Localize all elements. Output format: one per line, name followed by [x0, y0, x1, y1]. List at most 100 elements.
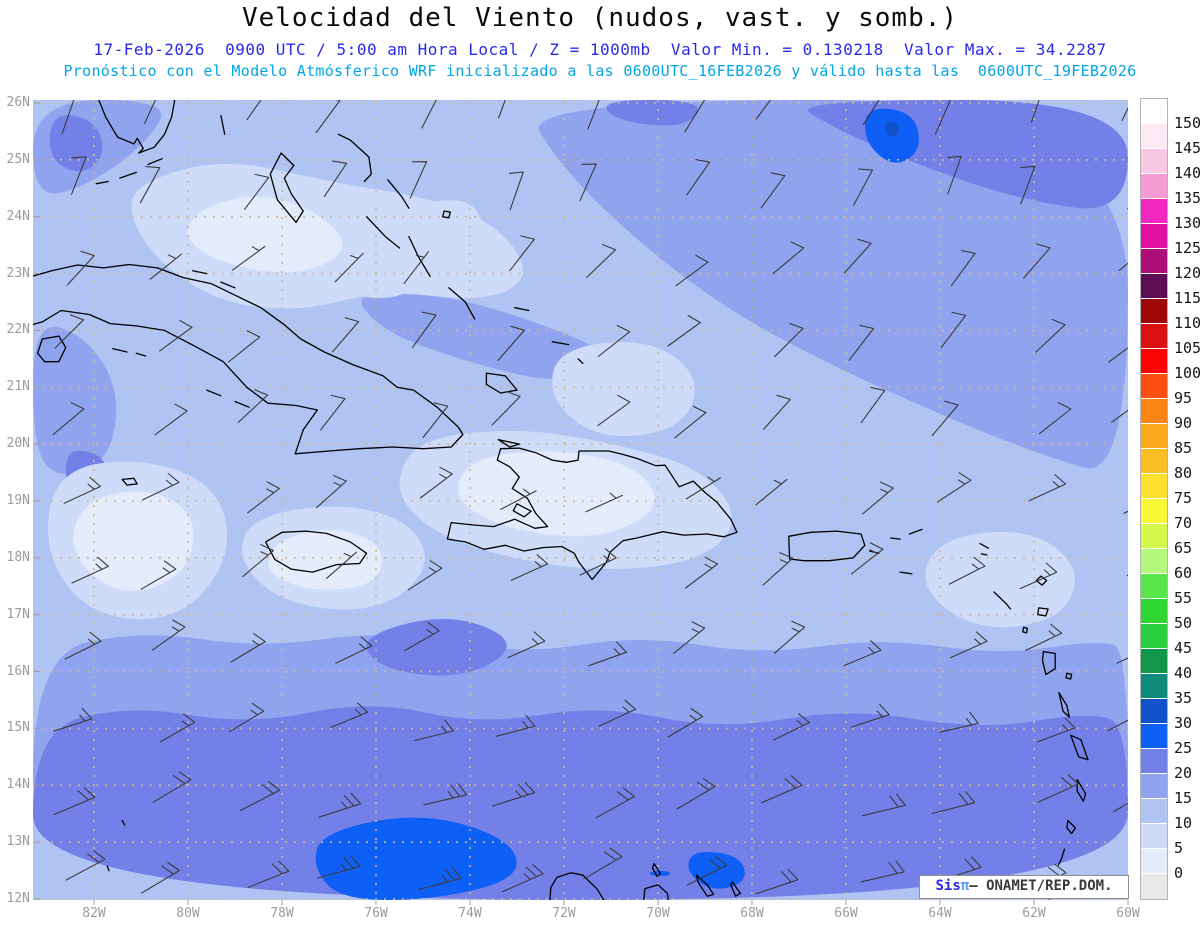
- colorbar-label: 25: [1174, 739, 1193, 757]
- colorbar-segment: [1141, 599, 1167, 624]
- coastline-florida-keys: [95, 180, 109, 185]
- wind-barb: [63, 476, 102, 504]
- wind-barb: [772, 713, 810, 741]
- coastline-canarreos-cays: [112, 347, 128, 353]
- wind-barb: [686, 855, 728, 886]
- wind-barb: [409, 161, 428, 199]
- colorbar-segment: [1141, 374, 1167, 399]
- coastline-crooked-acklins: [448, 287, 476, 320]
- lat-label: 15N: [6, 720, 30, 736]
- colorbar-segment: [1141, 349, 1167, 374]
- field-patch-5-10: [925, 532, 1075, 628]
- wind-barb: [763, 394, 791, 430]
- lat-label: 19N: [6, 492, 30, 508]
- wind-barb: [1020, 165, 1036, 205]
- forecast-valid-time-line: 17-Feb-2026 0900 UTC / 5:00 am Hora Loca…: [93, 40, 1107, 59]
- wind-barb: [588, 641, 628, 667]
- coastline-jardines-cays: [206, 389, 222, 397]
- wind-barb: [755, 478, 788, 506]
- coastline-sabana-cays: [220, 281, 236, 289]
- wind-speed-field-patches: [33, 100, 1128, 900]
- wind-barb: [334, 252, 364, 283]
- coastline-tortola: [908, 528, 923, 535]
- wind-barb: [228, 702, 265, 733]
- coastline-turks: [577, 358, 584, 365]
- wind-barb: [53, 707, 93, 732]
- colorbar-label: 20: [1174, 764, 1193, 782]
- colorbar-segment: [1141, 474, 1167, 499]
- wind-barb: [850, 703, 890, 728]
- coastline-guajira-peninsula: [549, 872, 605, 900]
- wind-barb: [71, 556, 109, 584]
- colorbar-label: 45: [1174, 639, 1193, 657]
- wind-barb: [315, 100, 341, 134]
- lon-label: 62W: [1022, 906, 1046, 921]
- wind-barb: [931, 400, 959, 437]
- wind-barb: [862, 481, 894, 515]
- coastline-marie-galante: [1065, 672, 1073, 680]
- colorbar-segment: [1141, 649, 1167, 674]
- coastline-aruba: [651, 863, 661, 877]
- field-patch-15-20: [361, 292, 605, 379]
- coastline-curacao: [695, 874, 715, 897]
- wind-barb: [597, 394, 631, 427]
- wind-barb: [936, 472, 972, 503]
- field-patch-5-10: [552, 342, 695, 436]
- wind-barb: [227, 330, 261, 363]
- wind-barb: [52, 402, 85, 436]
- colorbar-segment: [1141, 449, 1167, 474]
- colorbar-segment: [1141, 399, 1167, 424]
- colorbar-label: 40: [1174, 664, 1193, 682]
- wind-barb: [675, 254, 709, 287]
- wind-barb: [931, 791, 976, 815]
- colorbar-segment: [1141, 674, 1167, 699]
- wind-barb: [1108, 347, 1128, 363]
- lon-label: 80W: [176, 906, 200, 921]
- coastline-anguilla: [979, 542, 990, 549]
- wind-barb: [1121, 106, 1128, 122]
- wind-barb: [595, 787, 636, 819]
- wind-barb: [848, 324, 875, 361]
- wind-barb: [949, 631, 988, 659]
- coastline-great-inagua: [485, 372, 518, 394]
- colorbar-segment: [1141, 424, 1167, 449]
- wind-barb: [407, 560, 443, 591]
- colorbar-label: 140: [1174, 164, 1200, 182]
- colorbar-label: 105: [1174, 339, 1200, 357]
- coastline-barbuda: [1035, 575, 1048, 586]
- coastline-grand-cayman: [121, 477, 138, 486]
- wind-barb: [71, 156, 87, 195]
- wind-barb: [1118, 262, 1128, 271]
- colorbar-segment: [1141, 124, 1167, 149]
- colorbar-segment: [1141, 199, 1167, 224]
- wind-barb: [508, 171, 524, 211]
- wind-barb: [950, 249, 976, 287]
- wind-barb: [755, 868, 799, 895]
- wind-barb: [142, 472, 180, 501]
- wind-barb: [587, 100, 600, 130]
- field-patch-15-20: [33, 326, 117, 474]
- wind-barb: [843, 640, 882, 667]
- colorbar-segment: [1141, 549, 1167, 574]
- lat-label: 17N: [6, 606, 30, 622]
- wind-barb: [1030, 100, 1040, 123]
- wind-barb: [673, 621, 706, 654]
- coastline-martinique: [1070, 734, 1089, 761]
- wind-barb: [154, 403, 188, 436]
- wind-barb: [230, 633, 266, 663]
- wind-barb: [422, 402, 449, 439]
- wind-barb: [141, 861, 180, 894]
- colorbar-segment: [1141, 174, 1167, 199]
- coastline-cuba: [33, 263, 464, 455]
- colorbar-segment: [1141, 799, 1167, 824]
- coastline-st-martin: [980, 553, 988, 556]
- lon-label: 70W: [646, 906, 670, 921]
- colorbar-segment: [1141, 874, 1167, 899]
- colorbar-label: 145: [1174, 139, 1200, 157]
- colorbar-label: 65: [1174, 539, 1193, 557]
- lat-label: 21N: [6, 379, 30, 395]
- lat-label: 16N: [6, 663, 30, 679]
- wind-barb: [139, 166, 161, 204]
- colorbar-label: 10: [1174, 814, 1193, 832]
